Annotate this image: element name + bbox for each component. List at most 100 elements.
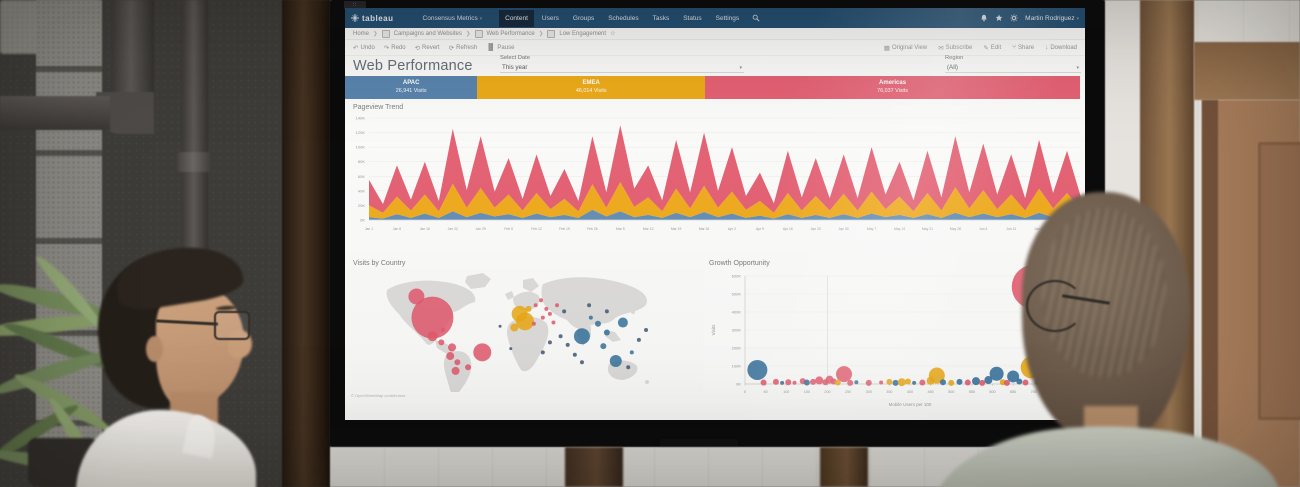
breadcrumb-item[interactable]: Low Engagement xyxy=(559,30,607,37)
scatter-bubble[interactable] xyxy=(940,379,946,386)
map-bubble[interactable] xyxy=(588,315,593,320)
search-icon[interactable] xyxy=(752,14,760,22)
user-menu[interactable]: Martin Rodriguez ▾ xyxy=(1025,14,1079,22)
site-selector[interactable]: Consensus Metrics ▾ xyxy=(422,14,483,22)
refresh-button[interactable]: ⟳ Refresh xyxy=(449,44,477,52)
map-bubble[interactable] xyxy=(558,334,563,339)
redo-button[interactable]: ↷ Redo xyxy=(384,44,406,52)
scatter-bubble[interactable] xyxy=(847,379,854,386)
map-bubble[interactable] xyxy=(540,315,545,320)
scatter-bubble[interactable] xyxy=(836,366,852,383)
scatter-bubble[interactable] xyxy=(904,378,911,385)
map-bubble[interactable] xyxy=(473,343,492,362)
map-bubble[interactable] xyxy=(531,321,536,326)
region-dropdown[interactable]: (All) ▾ xyxy=(945,64,1081,73)
scatter-bubble[interactable] xyxy=(792,380,797,385)
map-bubble[interactable] xyxy=(539,298,544,303)
map-bubble[interactable] xyxy=(441,328,446,332)
scatter-bubble[interactable] xyxy=(810,378,817,385)
map-bubble[interactable] xyxy=(573,328,590,345)
gear-icon[interactable] xyxy=(1010,14,1018,22)
scatter-bubble[interactable] xyxy=(803,379,810,386)
map-bubble[interactable] xyxy=(465,364,472,371)
scatter-bubble[interactable] xyxy=(1003,379,1010,386)
share-button[interactable]: ⑂ Share xyxy=(1012,44,1034,51)
scatter-bubble[interactable] xyxy=(760,379,767,386)
map-bubble[interactable] xyxy=(540,350,545,355)
breadcrumb-item[interactable]: Campaigns and Websites xyxy=(393,30,462,37)
star-icon[interactable] xyxy=(995,14,1003,22)
map-bubble[interactable] xyxy=(451,366,460,375)
original-view-button[interactable]: ▦ Original View xyxy=(884,44,927,52)
scatter-bubble[interactable] xyxy=(1007,370,1020,383)
breadcrumb-item[interactable]: Web Performance xyxy=(486,30,535,37)
map-bubble[interactable] xyxy=(565,342,570,347)
scatter-bubble[interactable] xyxy=(989,366,1004,381)
map-bubble[interactable] xyxy=(544,306,549,311)
map-bubble[interactable] xyxy=(555,303,560,308)
download-button[interactable]: ↓ Download xyxy=(1045,44,1077,51)
map-bubble[interactable] xyxy=(509,347,513,351)
select-date-dropdown[interactable]: This year ▾ xyxy=(500,64,744,73)
pageview-trend-chart[interactable]: 0K 20K 40K 60K 80K 100K 120K 140K Jan 1 Jan 8 Jan … xyxy=(345,112,1085,242)
map-bubble[interactable] xyxy=(427,331,438,342)
scatter-bubble[interactable] xyxy=(897,378,906,387)
map-bubble[interactable] xyxy=(551,320,556,325)
subscribe-button[interactable]: ✉ Subscribe xyxy=(938,44,972,52)
tab-groups[interactable]: Groups xyxy=(572,14,595,22)
scatter-bubble[interactable] xyxy=(979,379,986,386)
scatter-bubble[interactable] xyxy=(926,376,935,385)
tab-content[interactable]: Content xyxy=(499,9,534,27)
tab-status[interactable]: Status xyxy=(683,14,702,22)
pause-button[interactable]: ▐▌ Pause xyxy=(486,44,514,51)
map-bubble[interactable] xyxy=(644,328,649,332)
map-bubble[interactable] xyxy=(604,309,609,314)
map-bubble[interactable] xyxy=(636,337,641,342)
map-bubble[interactable] xyxy=(454,359,461,366)
scatter-bubble[interactable] xyxy=(919,379,926,386)
map-bubble[interactable] xyxy=(525,305,532,312)
scatter-bubble[interactable] xyxy=(984,376,993,385)
map-bubble[interactable] xyxy=(600,343,607,350)
tab-schedules[interactable]: Schedules xyxy=(608,14,639,22)
map-bubble[interactable] xyxy=(603,329,610,336)
breadcrumb-item[interactable]: Home xyxy=(353,30,370,37)
map-bubble[interactable] xyxy=(609,355,622,367)
scatter-bubble[interactable] xyxy=(972,377,980,386)
scatter-bubble[interactable] xyxy=(772,378,779,385)
map-bubble[interactable] xyxy=(498,324,502,328)
star-outline-icon[interactable]: ☆ xyxy=(610,31,616,37)
edit-button[interactable]: ✎ Edit xyxy=(983,44,1001,52)
map-bubble[interactable] xyxy=(408,288,425,305)
map-bubble[interactable] xyxy=(446,352,455,361)
map-bubble[interactable] xyxy=(579,360,584,365)
kpi-band-emea[interactable]: EMEA 46,014 Visits xyxy=(477,76,706,99)
map-bubble[interactable] xyxy=(617,317,628,328)
revert-button[interactable]: ⟲ Revert xyxy=(415,44,440,52)
tab-settings[interactable]: Settings xyxy=(715,14,740,22)
scatter-bubble[interactable] xyxy=(956,378,963,385)
scatter-bubble[interactable] xyxy=(747,359,768,380)
scatter-bubble[interactable] xyxy=(865,379,872,386)
map-bubble[interactable] xyxy=(562,309,567,314)
map-bubble[interactable] xyxy=(547,311,552,316)
map-bubble[interactable] xyxy=(510,323,519,332)
scatter-bubble[interactable] xyxy=(964,379,971,386)
undo-button[interactable]: ↶ Undo xyxy=(353,44,375,52)
scatter-bubble[interactable] xyxy=(815,376,824,385)
scatter-bubble[interactable] xyxy=(912,380,917,385)
scatter-bubble[interactable] xyxy=(1016,378,1023,385)
map-bubble[interactable] xyxy=(629,350,634,355)
scatter-bubble[interactable] xyxy=(780,380,785,385)
map-bubble[interactable] xyxy=(547,340,552,345)
scatter-bubble[interactable] xyxy=(1022,379,1029,386)
bell-icon[interactable] xyxy=(980,14,988,22)
scatter-bubble[interactable] xyxy=(948,379,955,386)
scatter-bubble[interactable] xyxy=(834,379,841,386)
tab-users[interactable]: Users xyxy=(541,14,559,22)
kpi-band-apac[interactable]: APAC 26,941 Visits xyxy=(345,76,478,99)
map-bubble[interactable] xyxy=(587,303,592,308)
scatter-bubble[interactable] xyxy=(892,379,899,386)
visits-by-country-map[interactable] xyxy=(347,268,703,392)
map-bubble[interactable] xyxy=(572,352,577,357)
